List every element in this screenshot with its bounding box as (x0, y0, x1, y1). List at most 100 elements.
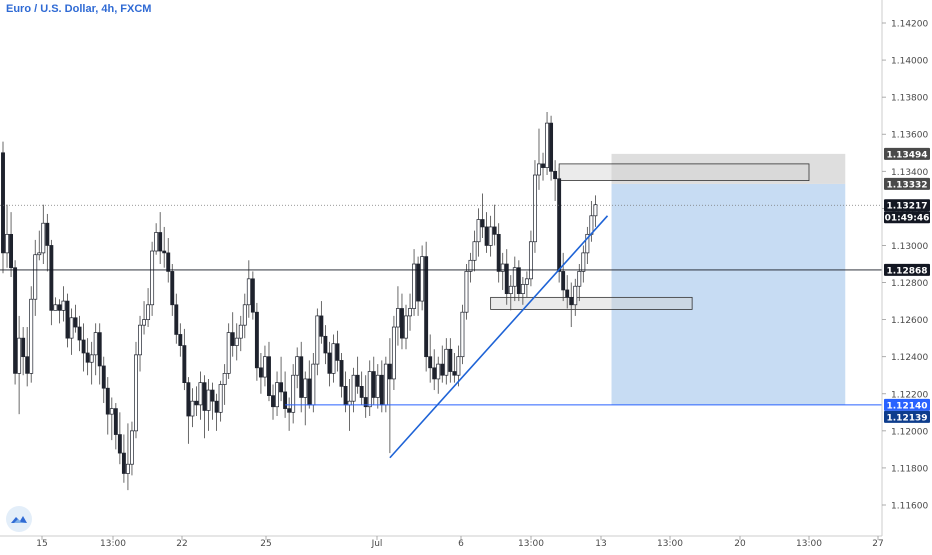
supply-zone[interactable] (558, 163, 810, 181)
tradingview-logo-icon[interactable] (6, 506, 32, 532)
price-label-bg (884, 199, 930, 212)
candle-body (186, 382, 191, 417)
candle-body (363, 397, 368, 408)
candle-body (371, 371, 376, 398)
candle-body (500, 263, 505, 272)
drawing-zones[interactable] (490, 153, 846, 405)
candle-body (343, 386, 348, 406)
candle-body (13, 267, 18, 374)
candle-body (214, 400, 219, 413)
y-tick-label: 1.14000 (891, 57, 928, 67)
candle-body (355, 374, 360, 387)
candle-body (93, 332, 98, 356)
candle-body (85, 352, 90, 363)
candle-body (125, 463, 130, 474)
candle-body (533, 174, 537, 243)
candle-body (327, 352, 332, 374)
candle-body (391, 326, 396, 380)
candle-body (440, 363, 445, 376)
candle-body (121, 452, 126, 474)
x-tick-label: 20 (734, 539, 746, 549)
candle-body (359, 386, 364, 398)
candle-body (267, 356, 271, 396)
candle-body (367, 371, 372, 408)
candle-body (545, 122, 550, 168)
candle-body (420, 256, 425, 302)
trendline[interactable] (389, 215, 609, 459)
candle-body (549, 122, 554, 172)
price-label-bg (884, 211, 930, 224)
candles (1, 111, 598, 491)
candle-body (226, 332, 231, 374)
candle-body (234, 337, 239, 346)
candle-body (516, 267, 521, 295)
candle-body (77, 326, 82, 341)
candle-body (89, 354, 94, 363)
y-tick-label: 1.13800 (891, 94, 928, 104)
y-tick-label: 1.12000 (891, 427, 928, 437)
candle-body (230, 332, 235, 346)
candle-body (69, 317, 74, 339)
candle-body (444, 348, 449, 376)
price-label-bg (884, 410, 930, 423)
candle-body (178, 334, 183, 346)
candle-body (412, 263, 417, 309)
candle-body (263, 356, 267, 378)
x-tick-label: 13:00 (518, 539, 544, 549)
y-tick-label: 1.13000 (891, 242, 928, 252)
price-label: 1.12139 (887, 413, 928, 423)
candle-body (246, 278, 251, 306)
candle-body (319, 315, 324, 337)
candle-body (21, 337, 26, 358)
demand-zone[interactable] (490, 296, 693, 310)
candle-body (37, 252, 42, 256)
candle-body (557, 178, 562, 272)
candle-body (130, 430, 134, 465)
candle-body (73, 317, 78, 328)
drawing-lines[interactable] (0, 204, 882, 459)
stop-area[interactable] (611, 153, 846, 184)
candle-body (142, 319, 146, 326)
candle-body (323, 335, 328, 354)
candle-body (303, 378, 308, 398)
x-tick-label: 6 (458, 539, 464, 549)
candle-body (65, 300, 70, 339)
candle-body (400, 308, 404, 339)
candle-body (194, 400, 199, 406)
candle-body (593, 204, 598, 217)
candle-body (17, 337, 22, 374)
candle-body (174, 304, 179, 335)
y-tick-label: 1.12600 (891, 316, 928, 326)
candle-body (464, 271, 469, 313)
candle-body (528, 241, 533, 280)
candle-body (585, 233, 590, 254)
price-label-bg (884, 147, 930, 160)
y-tick-label: 1.12400 (891, 353, 928, 363)
candle-body (468, 259, 473, 272)
candle-body (117, 434, 122, 454)
candle-body (41, 222, 46, 254)
candle-body (1, 152, 5, 254)
target-area[interactable] (611, 183, 846, 405)
candle-body (424, 256, 429, 358)
candle-body (569, 297, 574, 306)
candle-body (49, 245, 54, 311)
x-tick-label: 15 (36, 539, 47, 549)
candle-body (379, 374, 384, 406)
candle-body (138, 324, 142, 356)
price-label-bg (884, 263, 930, 276)
candle-body (218, 384, 223, 413)
candle-body (351, 374, 356, 402)
candle-body (97, 332, 102, 367)
candle-body (29, 298, 34, 374)
candle-body (182, 345, 187, 383)
candle-body (504, 263, 509, 295)
candle-body (331, 343, 336, 374)
candle-body (383, 363, 388, 406)
candle-body (408, 308, 412, 317)
candle-body (113, 408, 118, 435)
candle-body (101, 365, 106, 389)
candle-body (9, 233, 14, 269)
